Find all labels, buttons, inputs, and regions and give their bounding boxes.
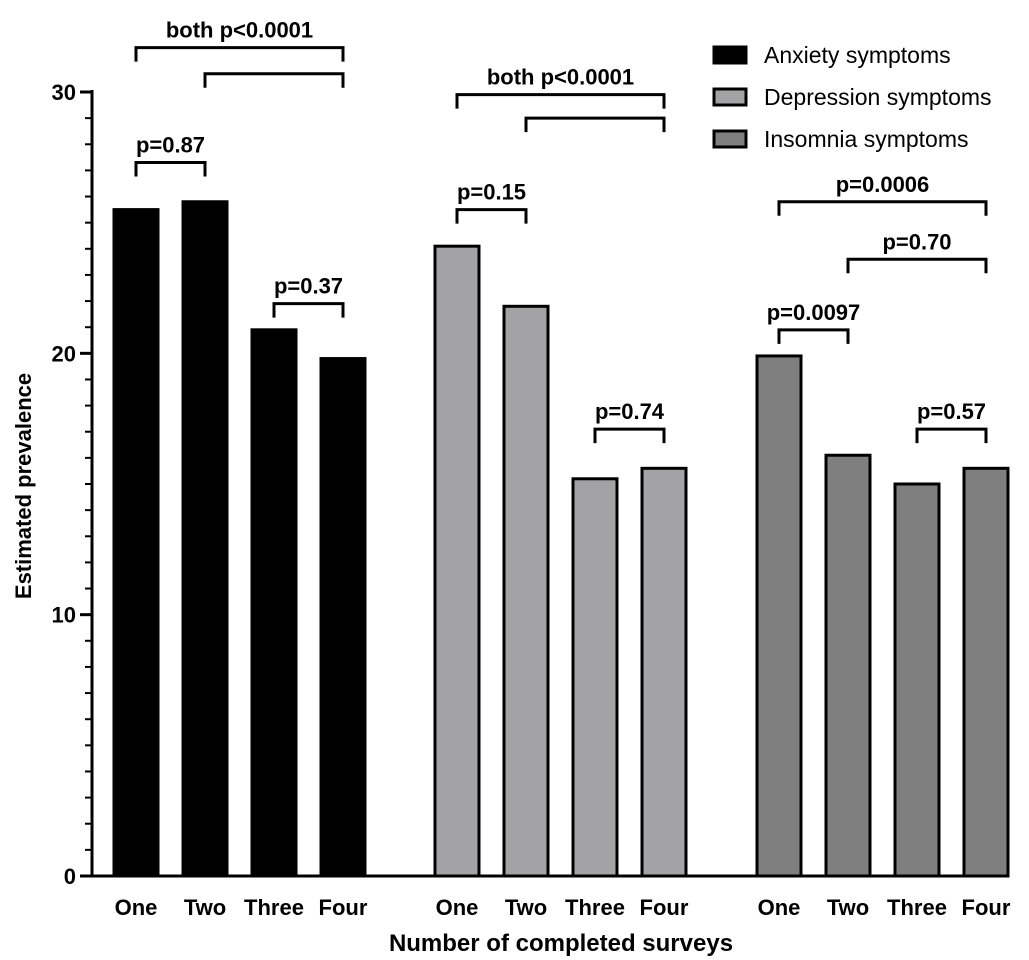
y-tick-label: 10 (52, 603, 76, 628)
x-tick-label: One (115, 895, 158, 920)
y-axis: 0 10 20 30 (52, 80, 1006, 889)
significance-bracket: p=0.15 (455, 180, 528, 224)
y-axis-label: Estimated prevalence (11, 373, 36, 599)
bar-depression-two (502, 304, 550, 878)
x-tick-label: Two (184, 895, 226, 920)
legend-label: Anxiety symptoms (764, 42, 951, 68)
x-tick-label: Three (244, 895, 304, 920)
y-tick-label: 0 (64, 864, 76, 889)
legend-item: Anxiety symptoms (712, 42, 951, 68)
significance-bracket: p=0.74 (593, 399, 666, 444)
bracket-line (203, 72, 345, 88)
legend-swatch (712, 87, 748, 107)
significance-bracket: p=0.57 (915, 399, 988, 444)
legend-item: Depression symptoms (712, 84, 992, 110)
significance-brackets: p=0.87 p=0.37 both p<0.0001 p=0.15 p=0.74 bot… (134, 18, 988, 444)
p-value-label: p=0.87 (136, 133, 205, 158)
bar-anxiety-three (250, 328, 298, 878)
x-axis-label: Number of completed surveys (389, 930, 733, 957)
bars-layer (112, 200, 1010, 878)
p-value-label: p=0.57 (917, 399, 986, 424)
p-value-label: p=0.0006 (836, 172, 930, 197)
p-value-label: both p<0.0001 (166, 18, 313, 43)
bracket-line (777, 328, 850, 344)
p-value-label: p=0.15 (457, 180, 526, 205)
x-tick-label: Four (962, 895, 1011, 920)
bracket-line (593, 427, 666, 444)
significance-bracket (524, 116, 666, 133)
significance-bracket (203, 72, 345, 88)
bracket-line (455, 208, 528, 224)
x-axis-ticks: One Two Three Four One Two Three Four One Two Thre… (115, 895, 1011, 920)
bar-insomnia-one (755, 354, 803, 878)
bracket-line (134, 161, 207, 177)
significance-bracket: p=0.0006 (777, 172, 988, 216)
bracket-line (777, 200, 988, 216)
x-tick-label: Three (565, 895, 625, 920)
bar-depression-three (571, 477, 619, 878)
bar-anxiety-one (112, 208, 160, 878)
x-tick-label: Two (505, 895, 547, 920)
significance-bracket: both p<0.0001 (134, 18, 345, 62)
bar-insomnia-three (893, 482, 941, 878)
significance-bracket: p=0.0097 (767, 300, 861, 344)
x-tick-label: Two (827, 895, 869, 920)
y-tick-label: 20 (52, 341, 76, 366)
bar-depression-four (640, 466, 688, 878)
significance-bracket: both p<0.0001 (455, 65, 666, 109)
legend-label: Insomnia symptoms (764, 126, 969, 152)
legend-swatch (712, 45, 748, 65)
bracket-line (524, 116, 666, 133)
bracket-line (846, 257, 988, 274)
bar-anxiety-four (319, 357, 367, 878)
legend: Anxiety symptoms Depression symptoms Insom… (712, 42, 992, 152)
x-tick-label: Four (319, 895, 368, 920)
p-value-label: p=0.37 (274, 274, 343, 299)
legend-label: Depression symptoms (764, 84, 992, 110)
significance-bracket: p=0.37 (272, 274, 345, 318)
x-tick-label: Three (887, 895, 947, 920)
y-tick-label: 30 (52, 80, 76, 105)
bar-insomnia-two (824, 453, 872, 878)
legend-swatch (712, 129, 748, 149)
p-value-label: p=0.70 (882, 229, 951, 254)
bracket-line (134, 46, 345, 62)
bracket-line (915, 427, 988, 444)
bar-insomnia-four (962, 466, 1010, 878)
x-tick-label: One (436, 895, 479, 920)
significance-bracket: p=0.87 (134, 133, 207, 177)
p-value-label: both p<0.0001 (487, 65, 634, 90)
x-tick-label: One (758, 895, 801, 920)
bracket-line (272, 302, 345, 318)
p-value-label: p=0.0097 (767, 300, 861, 325)
bar-depression-one (433, 244, 481, 878)
bar-anxiety-two (181, 200, 229, 878)
bracket-line (455, 93, 666, 109)
x-tick-label: Four (640, 895, 689, 920)
significance-bracket: p=0.70 (846, 229, 988, 274)
p-value-label: p=0.74 (595, 399, 665, 424)
legend-item: Insomnia symptoms (712, 126, 969, 152)
